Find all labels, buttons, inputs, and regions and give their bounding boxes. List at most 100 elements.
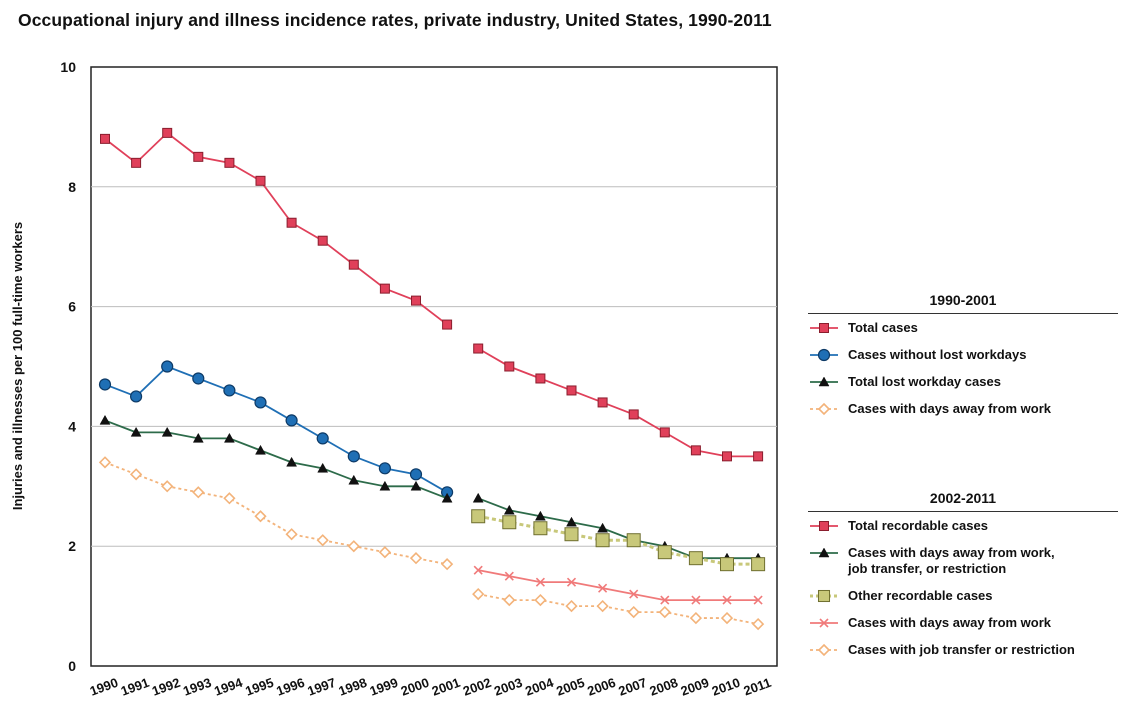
data-point bbox=[565, 599, 578, 613]
data-point bbox=[503, 504, 515, 515]
legend-1990-2001: 1990-2001 Total cases Cases without lost… bbox=[808, 292, 1118, 428]
legend-swatch bbox=[810, 643, 838, 657]
data-point bbox=[223, 432, 235, 443]
data-point bbox=[598, 583, 608, 593]
data-point bbox=[819, 521, 829, 531]
data-point bbox=[223, 384, 236, 397]
data-point bbox=[440, 558, 454, 571]
data-point bbox=[689, 611, 703, 625]
y-tick-label: 6 bbox=[68, 299, 76, 315]
data-point bbox=[751, 557, 766, 572]
legend-item-days-away-2002-2011: Cases with days away from work bbox=[808, 615, 1118, 631]
data-point bbox=[130, 426, 142, 437]
x-tick-label: 2007 bbox=[616, 675, 648, 699]
legend-label: Cases with job transfer or restriction bbox=[848, 642, 1075, 657]
data-point bbox=[130, 390, 143, 403]
x-tick-label: 1992 bbox=[150, 675, 182, 699]
x-stroke bbox=[504, 571, 514, 581]
data-point bbox=[596, 599, 609, 613]
legend-item-total-cases: Total cases bbox=[808, 320, 1118, 336]
data-point bbox=[347, 540, 360, 553]
data-point bbox=[442, 319, 453, 330]
data-point bbox=[720, 557, 734, 572]
data-point bbox=[472, 587, 485, 601]
data-point bbox=[819, 323, 829, 333]
data-point bbox=[722, 595, 732, 605]
y-tick-label: 2 bbox=[68, 538, 76, 554]
data-point bbox=[660, 595, 670, 605]
legend-item-days-away-transfer-restriction: Cases with days away from work, job tran… bbox=[808, 545, 1118, 577]
data-point bbox=[161, 426, 173, 437]
legend-item-days-away-1990-2001: Cases with days away from work bbox=[808, 401, 1118, 417]
data-point bbox=[657, 545, 672, 560]
data-point bbox=[817, 643, 831, 657]
data-point bbox=[753, 595, 763, 605]
data-point bbox=[378, 462, 391, 475]
series-1-2 bbox=[471, 509, 766, 572]
data-point bbox=[720, 611, 734, 625]
legend-swatch bbox=[810, 348, 838, 362]
series-0-3 bbox=[98, 456, 454, 571]
data-point bbox=[192, 486, 205, 499]
data-point bbox=[255, 444, 266, 455]
data-point bbox=[379, 283, 390, 294]
x-stroke bbox=[566, 577, 577, 587]
data-point bbox=[131, 157, 142, 168]
legend-2002-2011: 2002-2011 Total recordable cases Cases w… bbox=[808, 490, 1118, 669]
legend-label: Cases with days away from work bbox=[848, 401, 1052, 416]
y-tick-label: 0 bbox=[68, 658, 76, 674]
x-stroke bbox=[598, 583, 608, 593]
data-point bbox=[659, 427, 670, 438]
data-point bbox=[564, 527, 579, 542]
data-point bbox=[100, 133, 110, 144]
x-axis-ticks: 1990199119921993199419951996199719981999… bbox=[88, 674, 773, 698]
data-point bbox=[817, 402, 831, 416]
legend-item-cases-without-lost-workdays: Cases without lost workdays bbox=[808, 347, 1118, 363]
data-point bbox=[317, 462, 329, 473]
x-tick-label: 2003 bbox=[492, 675, 524, 699]
series-1-0 bbox=[473, 343, 764, 462]
x-stroke bbox=[535, 577, 545, 587]
data-point bbox=[285, 528, 298, 541]
y-axis-label: Injuries and illnesses per 100 full-time… bbox=[10, 222, 25, 510]
data-point bbox=[98, 378, 112, 391]
series-1-4 bbox=[472, 587, 765, 631]
data-point bbox=[534, 510, 546, 521]
x-tick-label: 2010 bbox=[710, 675, 742, 699]
plot-frame bbox=[90, 66, 778, 667]
data-point bbox=[504, 361, 515, 372]
x-tick-label: 2004 bbox=[523, 674, 556, 698]
data-point bbox=[534, 593, 547, 607]
legend-label: Cases with days away from work bbox=[848, 615, 1052, 630]
legend-swatch bbox=[810, 402, 838, 416]
x-tick-label: 1996 bbox=[274, 675, 306, 699]
data-point bbox=[471, 509, 486, 524]
data-point bbox=[348, 259, 359, 270]
data-point bbox=[504, 571, 514, 581]
series-0-1 bbox=[98, 360, 454, 499]
data-point bbox=[629, 589, 639, 599]
legend-swatch bbox=[810, 376, 838, 387]
data-point bbox=[566, 516, 577, 527]
data-point bbox=[98, 456, 112, 469]
legend-swatch bbox=[810, 323, 838, 333]
x-tick-label: 1995 bbox=[243, 675, 275, 699]
x-stroke bbox=[691, 595, 701, 605]
data-point bbox=[411, 295, 421, 306]
data-point bbox=[751, 617, 765, 631]
data-point bbox=[819, 618, 829, 628]
data-point bbox=[818, 547, 830, 558]
x-tick-label: 2000 bbox=[399, 675, 431, 699]
legend-label: Cases with days away from work, bbox=[848, 545, 1055, 560]
legend-item-other-recordable-cases: Other recordable cases bbox=[808, 588, 1118, 604]
data-point bbox=[316, 534, 329, 547]
x-tick-label: 1993 bbox=[181, 675, 213, 699]
data-point bbox=[192, 372, 205, 385]
x-tick-label: 2002 bbox=[461, 675, 493, 699]
data-point bbox=[502, 515, 517, 530]
y-tick-label: 8 bbox=[68, 179, 76, 195]
data-point bbox=[409, 468, 423, 481]
series-0-2 bbox=[99, 414, 453, 503]
data-point bbox=[627, 605, 640, 619]
